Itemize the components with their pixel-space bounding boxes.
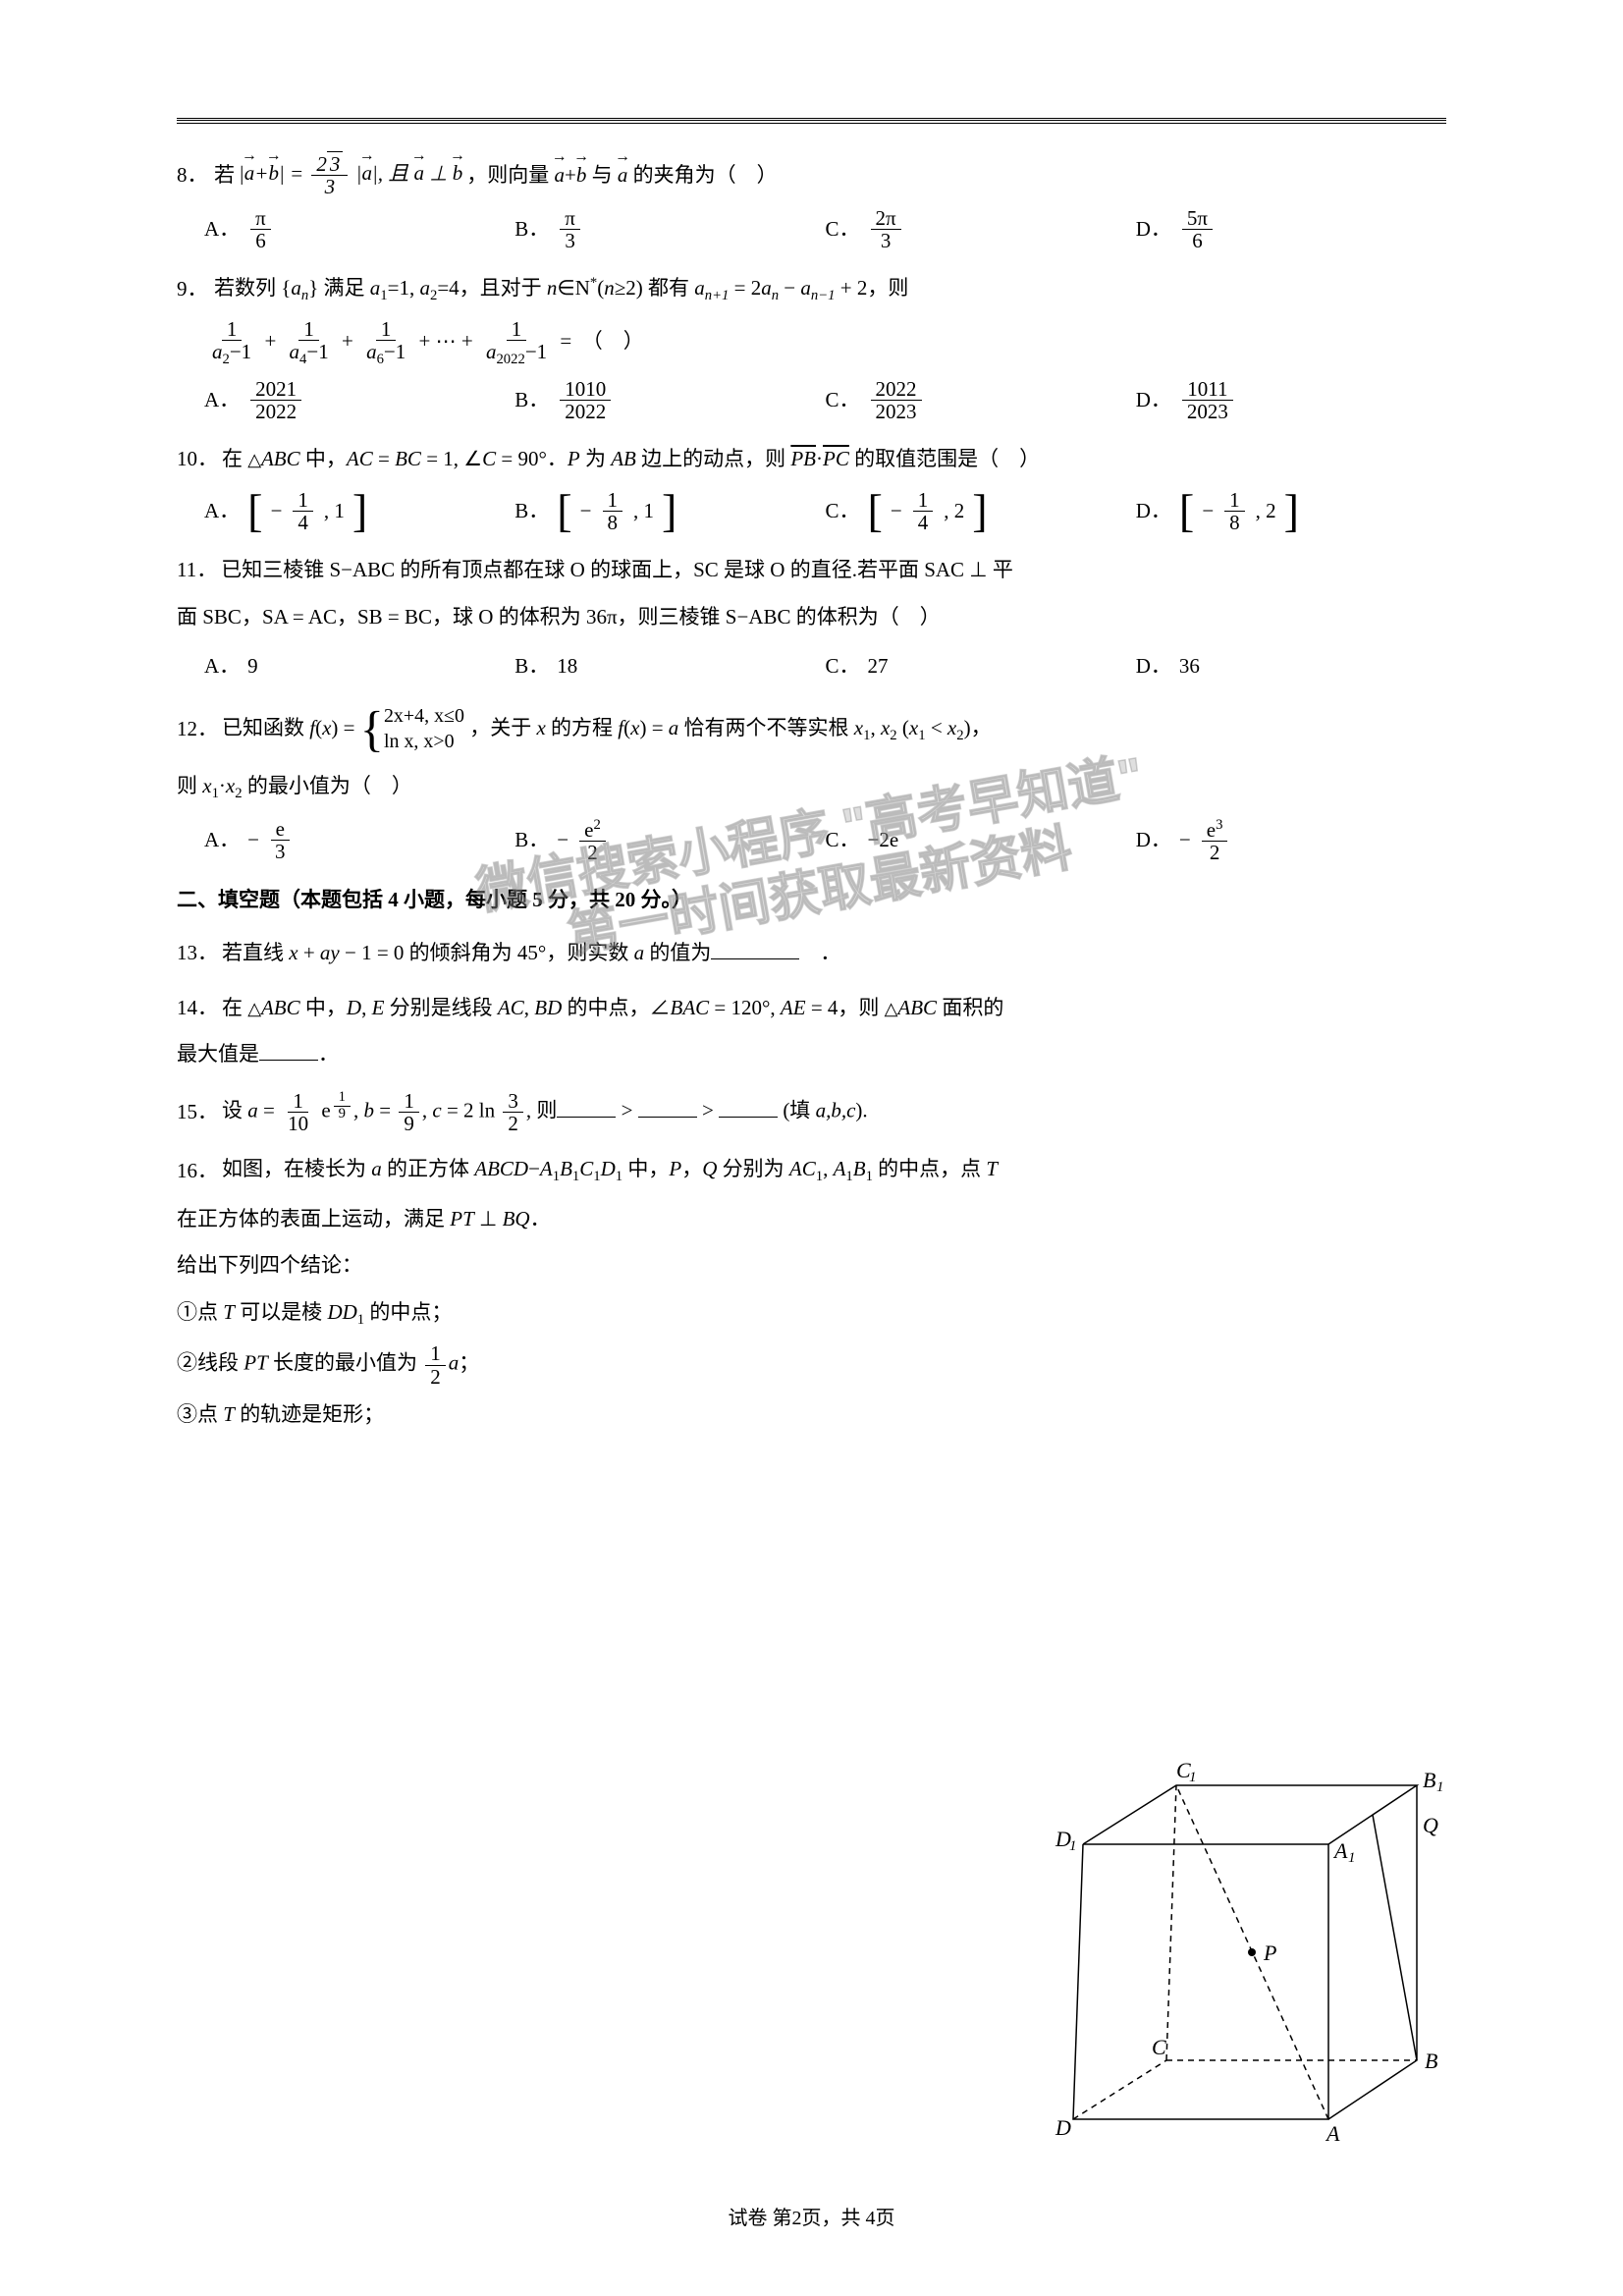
svg-text:P: P xyxy=(1263,1941,1276,1965)
q11-a-val: 9 xyxy=(247,647,258,686)
q11-stem1: 已知三棱锥 S−ABC 的所有顶点都在球 O 的球面上，SC 是球 O 的直径.… xyxy=(221,551,1013,590)
svg-text:B: B xyxy=(1425,2049,1437,2073)
q16-stem3: 给出下列四个结论： xyxy=(177,1246,362,1285)
q9-choice-b: B．10102022 xyxy=(514,378,825,422)
q10-choice-a: A．[−14, 1] xyxy=(204,489,514,533)
svg-text:1: 1 xyxy=(1069,1838,1077,1854)
q10-choice-d: D．[−18, 2] xyxy=(1136,489,1446,533)
question-13: 13． 若直线 x + ay − 1 = 0 的倾斜角为 45°，则实数 a 的… xyxy=(177,934,1446,973)
q13-num: 13． xyxy=(177,934,218,973)
page-footer: 试卷 第2页，共 4页 xyxy=(0,2200,1623,2237)
q12-choices: A．−e3 B．−e22 C．−2e D．−e32 xyxy=(177,818,1446,863)
question-9: 9． 若数列 {an} 满足 a1=1, a2=4，且对于 n∈N*(n≥2) … xyxy=(177,269,1446,422)
q8-choices: A．π6 B．π3 C．2π3 D．5π6 xyxy=(177,207,1446,251)
svg-text:1: 1 xyxy=(1436,1779,1444,1795)
q10-choice-b: B．[−18, 1] xyxy=(514,489,825,533)
q8-choice-d: D．5π6 xyxy=(1136,207,1446,251)
q16-item1: ①点 T 可以是棱 DD1 的中点； xyxy=(177,1293,452,1335)
q12-choice-b: B．−e22 xyxy=(514,818,825,863)
q12-case1: 2x+4, x≤0 xyxy=(384,704,464,730)
q14-stem1: 在 △ABC 中，D, E 分别是线段 AC, BD 的中点，∠BAC = 12… xyxy=(222,989,1003,1028)
q9-sum: 1a2−1 + 1a4−1 + 1a6−1 + ⋯ + 1a2022−1 = （… xyxy=(204,318,644,368)
question-12: 12． 已知函数 f(x) = { 2x+4, x≤0 ln x, x>0 ，关… xyxy=(177,704,1446,863)
q8-pre: 若 xyxy=(214,156,235,195)
q9-choices: A．20212022 B．10102022 C．20222023 D．10112… xyxy=(177,378,1446,422)
svg-text:D: D xyxy=(1055,2115,1071,2140)
svg-text:B: B xyxy=(1423,1768,1435,1792)
q12-choice-a: A．−e3 xyxy=(204,818,514,863)
q10-stem: 在 △ABC 中，AC = BC = 1, ∠C = 90°．P 为 AB 边上… xyxy=(222,440,1040,479)
q13-stem: 若直线 x + ay − 1 = 0 的倾斜角为 45°，则实数 a 的值为 ． xyxy=(222,934,840,973)
q12-stem2: 则 x1·x2 的最小值为（ ） xyxy=(177,767,412,808)
q11-choice-b: B．18 xyxy=(514,647,825,686)
q9-choice-a: A．20212022 xyxy=(204,378,514,422)
svg-text:1: 1 xyxy=(1348,1850,1356,1866)
q14-num: 14． xyxy=(177,989,218,1028)
q12-pre: 已知函数 f(x) = { 2x+4, x≤0 ln x, x>0 ，关于 x … xyxy=(222,704,992,755)
section-2-title: 二、填空题（本题包括 4 小题，每小题 5 分，共 20 分。） xyxy=(177,881,1446,920)
q10-choice-c: C．[−14, 2] xyxy=(826,489,1136,533)
q12-case2: ln x, x>0 xyxy=(384,730,464,755)
q11-b-val: 18 xyxy=(557,647,577,686)
q10-choices: A．[−14, 1] B．[−18, 1] C．[−14, 2] D．[−18,… xyxy=(177,489,1446,533)
question-15: 15． 设 a = 110 e19, b = 19, c = 2 ln 32, … xyxy=(177,1090,1446,1134)
q16-item3: ③点 T 的轨迹是矩形； xyxy=(177,1395,384,1435)
q11-choice-c: C．27 xyxy=(826,647,1136,686)
top-rule xyxy=(177,118,1446,124)
svg-text:Q: Q xyxy=(1423,1813,1438,1837)
q12-choice-d: D．−e32 xyxy=(1136,818,1446,863)
q12-num: 12． xyxy=(177,710,218,749)
cube-diagram: C1 B1 D1 A1 Q P C B D A xyxy=(1014,1756,1446,2168)
question-11: 11． 已知三棱锥 S−ABC 的所有顶点都在球 O 的球面上，SC 是球 O … xyxy=(177,551,1446,686)
q16-stem1: 如图，在棱长为 a 的正方体 ABCD−A1B1C1D1 中，P，Q 分别为 A… xyxy=(222,1150,998,1191)
q15-stem: 设 a = 110 e19, b = 19, c = 2 ln 32, 则 > … xyxy=(222,1090,868,1134)
q11-choice-d: D．36 xyxy=(1136,647,1446,686)
q8-num: 8． xyxy=(177,156,210,195)
q8-choice-b: B．π3 xyxy=(514,207,825,251)
q9-stem1: 若数列 {an} 满足 a1=1, a2=4，且对于 n∈N*(n≥2) 都有 … xyxy=(214,269,908,310)
svg-text:A: A xyxy=(1332,1838,1348,1863)
q11-num: 11． xyxy=(177,551,217,590)
question-8: 8． 若 |a+b| = 233 |a|, 且 a ⊥ b ，则向量 a+b 与… xyxy=(177,153,1446,251)
svg-text:A: A xyxy=(1325,2121,1340,2146)
q8-post: ，则向量 a+b 与 a 的夹角为（ ） xyxy=(466,156,777,195)
q11-stem2: 面 SBC，SA = AC，SB = BC，球 O 的体积为 36π，则三棱锥 … xyxy=(177,598,941,637)
q16-num: 16． xyxy=(177,1152,218,1191)
q11-choice-a: A．9 xyxy=(204,647,514,686)
q14-stem2: 最大值是． xyxy=(177,1035,339,1074)
q15-num: 15． xyxy=(177,1093,218,1132)
q8-choice-c: C．2π3 xyxy=(826,207,1136,251)
q11-c-val: 27 xyxy=(868,647,889,686)
question-14: 14． 在 △ABC 中，D, E 分别是线段 AC, BD 的中点，∠BAC … xyxy=(177,989,1446,1075)
q11-choices: A．9 B．18 C．27 D．36 xyxy=(177,647,1446,686)
q16-stem2: 在正方体的表面上运动，满足 PT ⊥ BQ． xyxy=(177,1200,551,1239)
q12-choice-c: C．−2e xyxy=(826,818,1136,863)
q9-num: 9． xyxy=(177,270,210,309)
q9-choice-d: D．10112023 xyxy=(1136,378,1446,422)
question-16: 16． 如图，在棱长为 a 的正方体 ABCD−A1B1C1D1 中，P，Q 分… xyxy=(177,1150,1446,1434)
q8-choice-a: A．π6 xyxy=(204,207,514,251)
svg-text:1: 1 xyxy=(1189,1770,1197,1785)
q9-choice-c: C．20222023 xyxy=(826,378,1136,422)
svg-text:C: C xyxy=(1152,2035,1166,2059)
q8-formula: |a+b| = 233 |a|, 且 a ⊥ b xyxy=(239,153,462,197)
q16-item2: ②线段 PT 长度的最小值为 12a； xyxy=(177,1342,479,1387)
q10-num: 10． xyxy=(177,440,218,479)
q11-d-val: 36 xyxy=(1179,647,1200,686)
question-10: 10． 在 △ABC 中，AC = BC = 1, ∠C = 90°．P 为 A… xyxy=(177,440,1446,533)
